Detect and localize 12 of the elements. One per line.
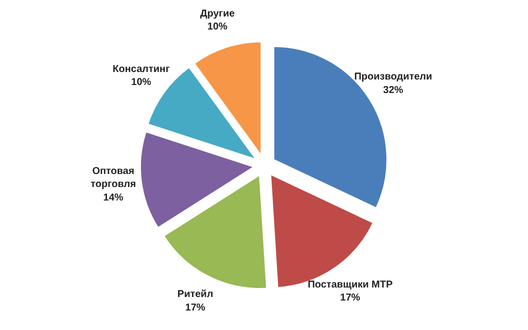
slice-label: Консалтинг bbox=[112, 64, 170, 75]
slice-label: Другие bbox=[200, 8, 236, 20]
slice-label: Оптовая торговля bbox=[90, 166, 136, 190]
slice-label: Производители bbox=[354, 72, 432, 83]
data-label: 10% bbox=[207, 22, 228, 33]
data-label: 17% bbox=[340, 292, 360, 304]
data-label: 10% bbox=[131, 77, 152, 88]
slice-label: Ритейл bbox=[177, 289, 214, 300]
data-label: 17% bbox=[185, 302, 206, 314]
data-label: 32% bbox=[383, 84, 404, 96]
slice-label: Поставщики МТР bbox=[308, 279, 393, 290]
data-label: 14% bbox=[103, 192, 124, 204]
